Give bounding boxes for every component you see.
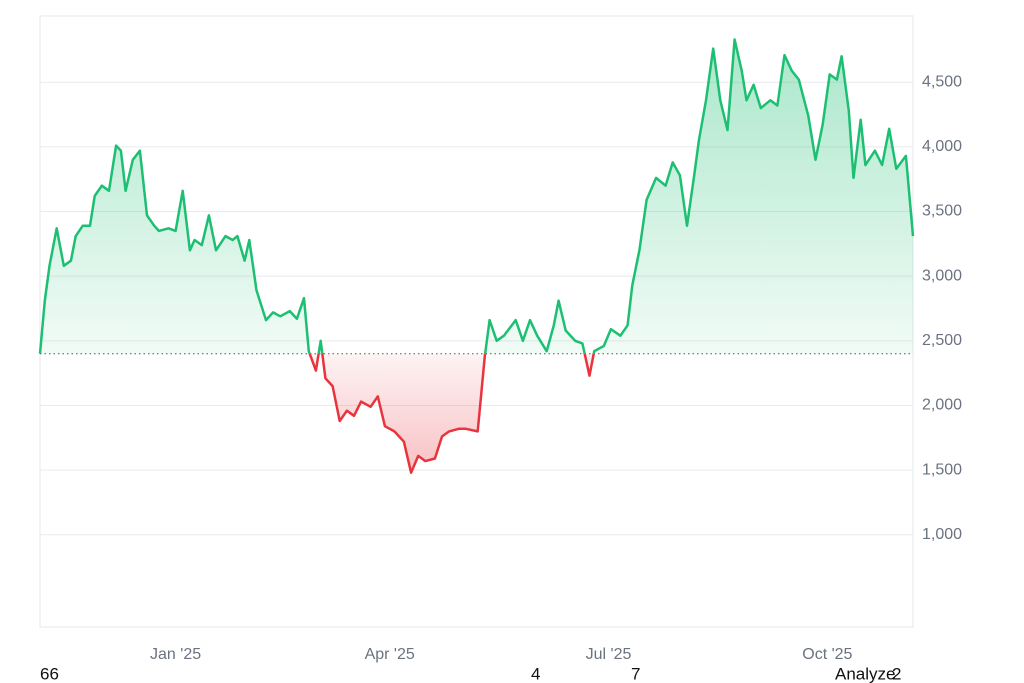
overlay-text: 7: [631, 664, 640, 683]
y-tick-label: 2,500: [922, 332, 962, 349]
overlay-text: 66: [40, 664, 59, 683]
x-tick-label: Apr '25: [365, 646, 415, 663]
x-tick-label: Jan '25: [150, 646, 201, 663]
x-tick-label: Oct '25: [802, 646, 852, 663]
y-tick-label: 4,500: [922, 73, 962, 90]
overlay-text: 2: [892, 664, 901, 683]
y-tick-label: 4,000: [922, 138, 962, 155]
y-tick-label: 3,000: [922, 267, 962, 284]
y-tick-label: 2,000: [922, 397, 962, 414]
x-tick-label: Jul '25: [586, 646, 632, 663]
area: [40, 39, 913, 473]
y-tick-label: 3,500: [922, 203, 962, 220]
y-tick-label: 1,500: [922, 461, 962, 478]
price-line: [38, 38, 915, 474]
y-tick-label: 1,000: [922, 526, 962, 543]
overlay-text: Analyze: [835, 664, 895, 683]
overlay-text: 4: [531, 664, 540, 683]
